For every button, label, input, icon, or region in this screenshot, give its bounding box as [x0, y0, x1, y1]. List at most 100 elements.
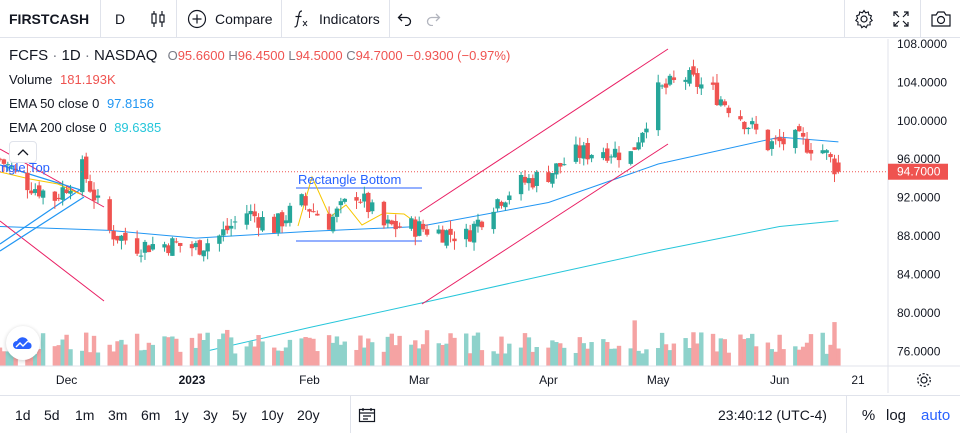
candle[interactable] — [722, 99, 727, 107]
range-20y-button[interactable]: 20y — [297, 407, 320, 423]
candle[interactable] — [550, 173, 555, 188]
candle[interactable] — [581, 141, 586, 166]
candle[interactable] — [534, 170, 539, 193]
candle[interactable] — [765, 129, 771, 152]
pattern-polyline[interactable] — [297, 175, 423, 228]
candle[interactable] — [252, 203, 257, 223]
candle[interactable] — [667, 73, 673, 87]
candle[interactable] — [808, 142, 814, 161]
ema200-series-line[interactable] — [195, 220, 839, 354]
candle[interactable] — [326, 206, 332, 230]
candle[interactable] — [33, 183, 38, 196]
candle[interactable] — [742, 121, 747, 135]
candle[interactable] — [134, 230, 140, 257]
candle[interactable] — [80, 155, 85, 197]
candle[interactable] — [142, 239, 148, 260]
indicators-button[interactable]: Indicators — [282, 0, 390, 38]
candle[interactable] — [526, 174, 532, 191]
candle[interactable] — [170, 236, 175, 256]
candle[interactable] — [554, 163, 559, 179]
candle[interactable] — [420, 219, 426, 233]
interval-button[interactable]: D — [101, 0, 139, 38]
candle[interactable] — [601, 147, 606, 161]
candle[interactable] — [315, 210, 320, 216]
candle[interactable] — [479, 220, 485, 231]
candle[interactable] — [710, 76, 716, 90]
candle[interactable] — [695, 68, 700, 94]
candle[interactable] — [362, 186, 367, 208]
candle[interactable] — [804, 131, 810, 154]
left-blue-line-2[interactable] — [0, 196, 85, 252]
legend-ema200[interactable]: EMA 200 close 0 89.6385 — [9, 120, 161, 135]
candle[interactable] — [29, 182, 34, 195]
candle[interactable] — [769, 139, 775, 156]
candle[interactable] — [495, 198, 500, 212]
candle[interactable] — [605, 143, 610, 163]
candle[interactable] — [750, 117, 755, 129]
candle[interactable] — [464, 223, 469, 248]
candle[interactable] — [299, 193, 304, 207]
candle[interactable] — [221, 221, 226, 242]
candle[interactable] — [60, 180, 65, 206]
candle[interactable] — [573, 136, 579, 164]
candle[interactable] — [107, 196, 112, 234]
channel-upper-line[interactable] — [419, 48, 669, 213]
candle[interactable] — [546, 165, 551, 183]
candle[interactable] — [448, 220, 453, 243]
candle[interactable] — [166, 243, 171, 256]
candle[interactable] — [389, 219, 394, 226]
range-5y-button[interactable]: 5y — [232, 407, 247, 423]
range-1y-button[interactable]: 1y — [174, 407, 189, 423]
candle[interactable] — [612, 141, 618, 159]
undo-button[interactable] — [392, 0, 418, 38]
candle[interactable] — [5, 161, 11, 172]
left-trend-lower-line[interactable] — [0, 220, 105, 302]
candle[interactable] — [95, 189, 101, 204]
candle[interactable] — [797, 123, 802, 132]
candle[interactable] — [287, 202, 293, 227]
candle[interactable] — [162, 241, 167, 252]
candle[interactable] — [115, 235, 120, 244]
candle[interactable] — [746, 127, 751, 135]
left-blue-line-1[interactable] — [0, 186, 85, 245]
candle[interactable] — [659, 84, 665, 89]
candle[interactable] — [150, 236, 155, 251]
candle[interactable] — [530, 174, 536, 190]
candle[interactable] — [381, 200, 387, 229]
candle[interactable] — [836, 154, 841, 174]
candle[interactable] — [244, 204, 250, 230]
candle[interactable] — [146, 244, 152, 253]
candle[interactable] — [691, 59, 696, 77]
candle[interactable] — [589, 154, 594, 163]
candle[interactable] — [444, 229, 449, 249]
candle[interactable] — [503, 201, 508, 211]
candle[interactable] — [781, 131, 786, 151]
candle[interactable] — [393, 214, 398, 238]
range-3y-button[interactable]: 3y — [203, 407, 218, 423]
candle[interactable] — [311, 203, 316, 213]
channel-lower-line[interactable] — [421, 143, 669, 305]
rect-top-label[interactable]: ngle Top — [1, 160, 50, 175]
candle[interactable] — [471, 221, 477, 251]
candle[interactable] — [436, 225, 441, 235]
candle[interactable] — [820, 144, 825, 155]
candle[interactable] — [174, 237, 179, 244]
candle[interactable] — [409, 216, 414, 231]
candle[interactable] — [342, 198, 347, 204]
range-1m-button[interactable]: 1m — [75, 407, 95, 423]
candle[interactable] — [338, 197, 344, 214]
pattern-polyline-top[interactable] — [0, 171, 81, 195]
settings-button[interactable] — [844, 0, 882, 38]
candle[interactable] — [452, 231, 457, 250]
candle[interactable] — [83, 152, 89, 183]
candle[interactable] — [217, 234, 222, 252]
clock[interactable]: 23:40:12 (UTC-4) — [718, 396, 827, 433]
candle[interactable] — [279, 210, 285, 233]
redo-button[interactable] — [420, 0, 446, 38]
candle[interactable] — [1, 158, 7, 172]
candle[interactable] — [36, 181, 42, 199]
candle[interactable] — [330, 213, 336, 234]
fullscreen-button[interactable] — [882, 0, 920, 38]
axis-settings-button[interactable] — [917, 373, 931, 387]
candle[interactable] — [718, 96, 724, 107]
